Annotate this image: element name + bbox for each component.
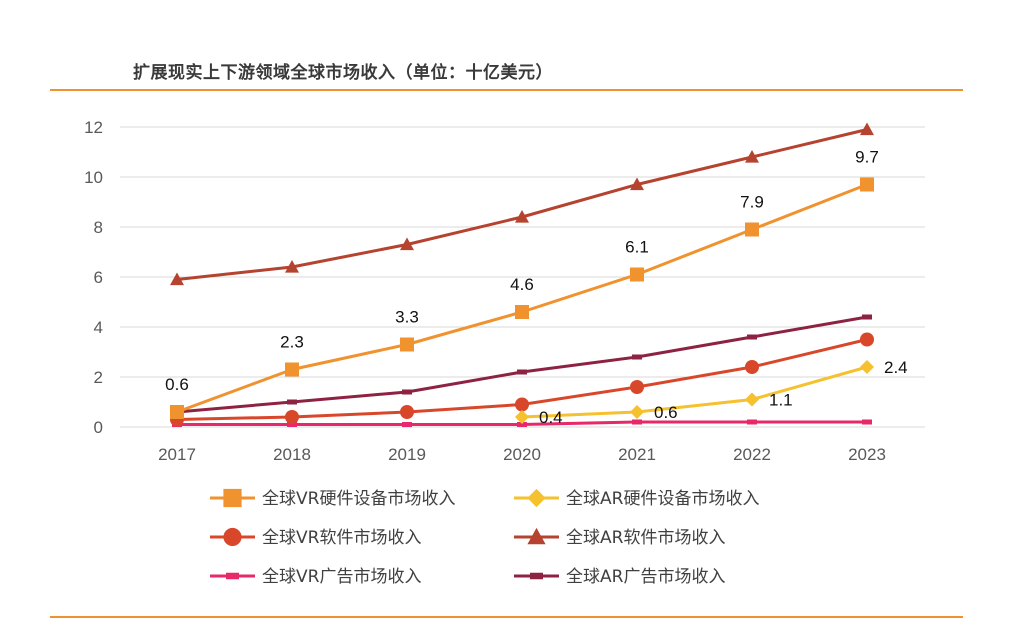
data-label: 6.1: [625, 238, 649, 257]
data-point: [170, 272, 184, 286]
data-point: [285, 260, 299, 273]
legend-marker: [226, 572, 239, 580]
data-point: [745, 222, 759, 237]
data-point: [860, 332, 874, 347]
y-tick-label: 2: [94, 368, 103, 387]
x-tick-label: 2022: [733, 445, 771, 464]
x-tick-label: 2023: [848, 445, 886, 464]
legend-item: 全球VR硬件设备市场收入: [210, 488, 455, 509]
series-2: [515, 360, 874, 424]
legend-marker: [223, 488, 242, 508]
legend-label: 全球VR硬件设备市场收入: [262, 489, 455, 509]
data-point: [515, 397, 529, 412]
data-label: 0.4: [539, 408, 563, 427]
data-point: [515, 410, 529, 424]
data-point: [630, 267, 644, 282]
series-4: [170, 122, 874, 286]
data-point: [745, 392, 759, 407]
data-point: [745, 360, 759, 374]
legend-label: 全球VR软件市场收入: [262, 528, 421, 548]
data-point: [630, 380, 644, 394]
x-tick-label: 2021: [618, 445, 656, 464]
x-tick-label: 2019: [388, 445, 426, 464]
data-point: [402, 422, 412, 427]
data-label: 2.3: [280, 333, 304, 352]
legend-item: 全球VR软件市场收入: [210, 527, 421, 548]
legend-marker: [223, 527, 242, 547]
data-point: [630, 405, 644, 419]
data-point: [630, 177, 644, 191]
x-tick-label: 2017: [158, 445, 196, 464]
legend-item: 全球AR软件市场收入: [514, 527, 725, 548]
x-tick-label: 2018: [273, 445, 311, 464]
data-point: [170, 405, 184, 419]
data-label: 9.7: [855, 148, 879, 167]
legend-label: 全球AR硬件设备市场收入: [566, 489, 759, 509]
legend-label: 全球AR广告市场收入: [566, 567, 725, 587]
y-tick-label: 10: [84, 168, 103, 187]
data-point: [402, 389, 412, 395]
data-label: 3.3: [395, 308, 419, 327]
series-3: [170, 332, 874, 427]
data-point: [747, 419, 757, 425]
data-point: [862, 314, 872, 320]
series-line: [521, 365, 868, 419]
data-point: [287, 399, 297, 405]
data-point: [745, 150, 759, 163]
data-labels: 0.6 2.3 3.3 4.6 6.1 7.9 9.7 0.4 0.6 1.1 2.4: [165, 148, 907, 428]
data-label: 4.6: [510, 275, 534, 294]
y-tick-label: 8: [94, 218, 103, 237]
legend-item: 全球AR硬件设备市场收入: [514, 488, 759, 509]
y-tick-label: 0: [94, 418, 103, 437]
data-point: [860, 177, 874, 192]
y-tick-label: 4: [94, 318, 103, 337]
chart-title: 扩展现实上下游领域全球市场收入（单位：十亿美元）: [133, 63, 553, 83]
legend-marker: [527, 527, 546, 545]
data-point: [285, 362, 299, 377]
data-label: 2.4: [884, 358, 908, 377]
data-point: [400, 337, 414, 352]
data-label: 0.6: [654, 403, 678, 422]
axis-labels: 0 2 4 6 8 10 12 2017 2018 2019 2020 2021 2022 2023: [84, 118, 886, 464]
legend-item: 全球AR广告市场收入: [514, 567, 725, 587]
data-point: [862, 419, 872, 425]
legend-label: 全球VR广告市场收入: [262, 567, 421, 587]
y-tick-label: 12: [84, 118, 103, 137]
data-point: [632, 419, 642, 425]
legend-marker: [527, 488, 546, 508]
data-label: 0.6: [165, 375, 189, 394]
data-point: [747, 334, 757, 340]
data-point: [517, 422, 527, 427]
data-point: [285, 410, 299, 424]
data-point: [860, 122, 874, 136]
x-tick-label: 2020: [503, 445, 541, 464]
series-group: [170, 122, 874, 427]
data-point: [860, 360, 874, 374]
data-point: [400, 405, 414, 419]
data-point: [400, 237, 414, 251]
data-label: 1.1: [769, 391, 793, 410]
y-tick-label: 6: [94, 268, 103, 287]
data-point: [515, 210, 529, 223]
series-1: [170, 177, 874, 419]
data-point: [632, 354, 642, 360]
legend-item: 全球VR广告市场收入: [210, 567, 421, 587]
legend-label: 全球AR软件市场收入: [566, 528, 725, 548]
data-point: [517, 369, 527, 375]
data-point: [287, 422, 297, 427]
legend-marker: [530, 572, 543, 580]
data-label: 7.9: [740, 193, 764, 212]
data-point: [515, 305, 529, 319]
